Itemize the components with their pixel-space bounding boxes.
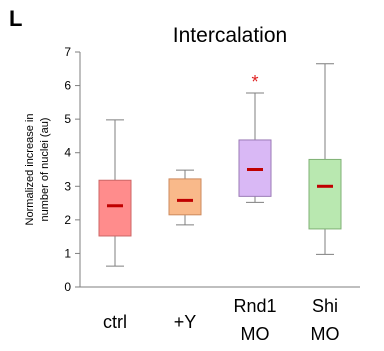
y-tick-label: 4 (64, 146, 71, 160)
y-tick-label: 1 (64, 246, 71, 260)
x-tick-label: ctrl (103, 312, 127, 332)
y-tick-label: 3 (64, 179, 71, 193)
y-ticks: 0 1 2 3 4 5 6 7 (64, 45, 80, 294)
x-tick-label: +Y (174, 312, 197, 332)
x-tick-label: MO (311, 324, 340, 344)
panel-letter: L (9, 6, 23, 31)
box-iqr (308, 158, 342, 230)
x-tick-label: Shi (312, 296, 338, 316)
x-tick-labels: ctrl +Y Rnd1 MO Shi MO (103, 296, 340, 344)
boxes: * (98, 63, 342, 267)
box-group (168, 169, 202, 226)
y-axis-label-line: Normalized increase in (24, 114, 36, 226)
y-axis-label-line: number of nuclei (au) (39, 118, 51, 222)
y-tick-label: 2 (64, 213, 71, 227)
x-tick-label: MO (241, 324, 270, 344)
box-group (98, 119, 132, 267)
y-tick-label: 6 (64, 79, 71, 93)
box-iqr (168, 178, 202, 216)
x-tick-label: Rnd1 (233, 296, 276, 316)
box-iqr (98, 179, 132, 237)
y-axis-label: Normalized increase in number of nuclei (… (24, 114, 51, 226)
y-tick-label: 5 (64, 112, 71, 126)
axes (79, 52, 360, 288)
y-tick-label: 0 (64, 280, 71, 294)
chart-title: Intercalation (173, 24, 287, 47)
significance-marker: * (251, 72, 258, 92)
box-group: * (238, 72, 272, 203)
y-tick-label: 7 (64, 45, 71, 59)
box-group (308, 63, 342, 255)
